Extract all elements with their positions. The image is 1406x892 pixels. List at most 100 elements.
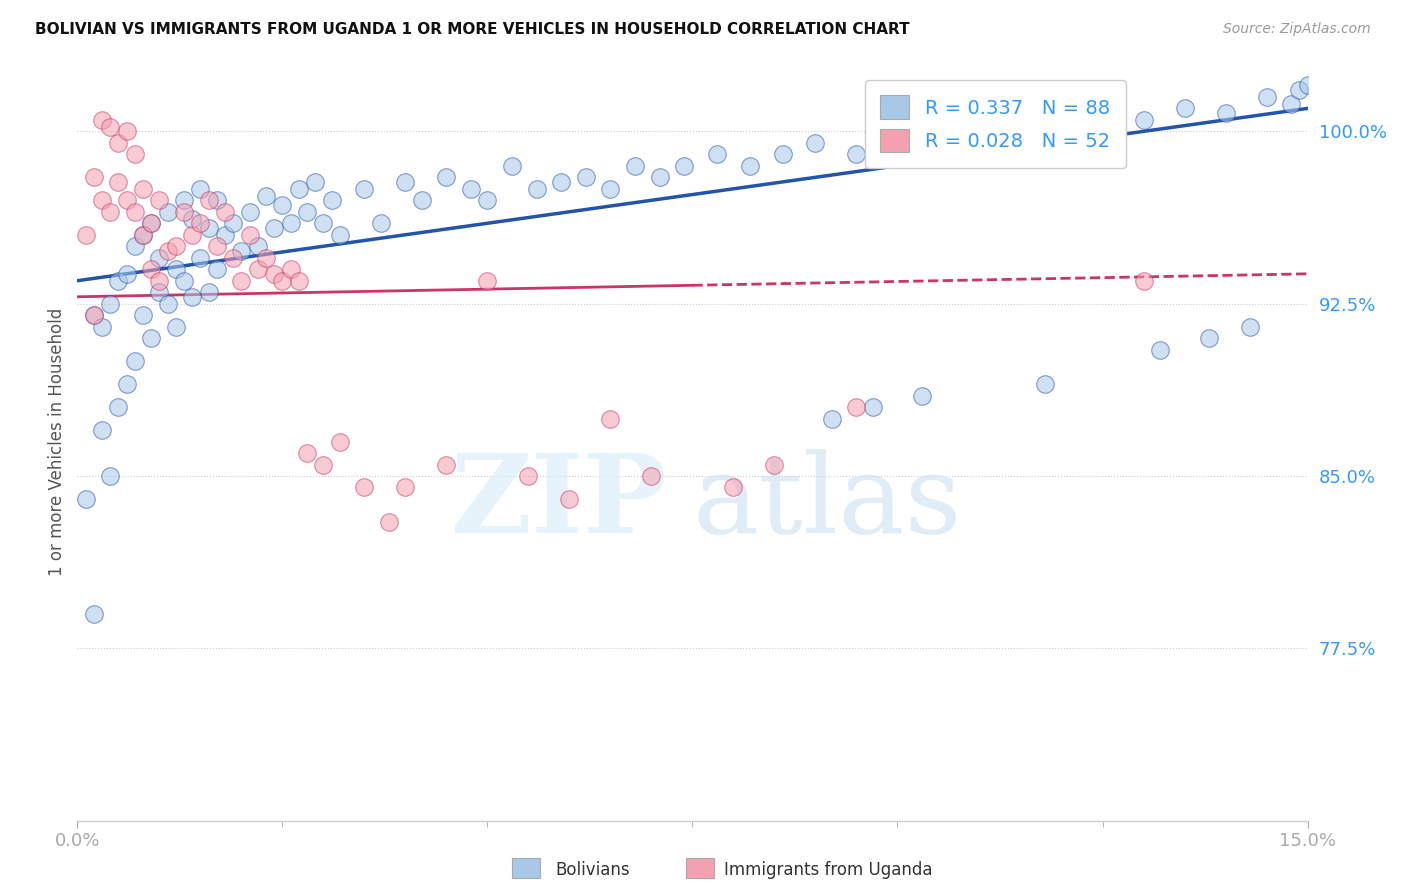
Point — [1215, 106, 1237, 120]
Point — [132, 182, 155, 196]
Legend: R = 0.337   N = 88, R = 0.028   N = 52: R = 0.337 N = 88, R = 0.028 N = 52 — [865, 79, 1126, 168]
Point — [321, 194, 343, 208]
Point — [173, 194, 195, 208]
Point — [83, 308, 105, 322]
Point — [115, 124, 138, 138]
Point — [624, 159, 647, 173]
Point — [90, 112, 114, 127]
Point — [263, 267, 285, 281]
Point — [132, 227, 155, 242]
Point — [1239, 319, 1261, 334]
Point — [188, 251, 212, 265]
Point — [1149, 343, 1171, 357]
Point — [165, 319, 187, 334]
Point — [165, 262, 187, 277]
Point — [231, 244, 253, 258]
Point — [124, 239, 146, 253]
Point — [550, 175, 572, 189]
Point — [222, 251, 245, 265]
Point — [83, 308, 105, 322]
Point — [75, 491, 97, 506]
Point — [477, 274, 499, 288]
Point — [1288, 83, 1310, 97]
Point — [1174, 102, 1197, 116]
Point — [862, 400, 884, 414]
Point — [648, 170, 671, 185]
Point — [353, 182, 375, 196]
Point — [329, 227, 352, 242]
Point — [263, 220, 285, 235]
Point — [107, 175, 129, 189]
Point — [90, 423, 114, 437]
Point — [845, 147, 868, 161]
Point — [821, 411, 844, 425]
Point — [599, 182, 621, 196]
Point — [575, 170, 598, 185]
Point — [98, 469, 121, 483]
Point — [75, 227, 97, 242]
Point — [254, 188, 277, 202]
Point — [477, 194, 499, 208]
Point — [370, 216, 392, 230]
Point — [312, 216, 335, 230]
Point — [239, 227, 262, 242]
Text: Source: ZipAtlas.com: Source: ZipAtlas.com — [1223, 22, 1371, 37]
Point — [295, 204, 318, 219]
Point — [115, 194, 138, 208]
Point — [599, 411, 621, 425]
Point — [763, 458, 786, 472]
Point — [280, 262, 302, 277]
Point — [329, 434, 352, 449]
Point — [1132, 274, 1154, 288]
Point — [214, 227, 236, 242]
Point — [517, 469, 540, 483]
Point — [738, 159, 761, 173]
Text: Immigrants from Uganda: Immigrants from Uganda — [724, 861, 932, 879]
Point — [772, 147, 794, 161]
Point — [640, 469, 662, 483]
Point — [148, 274, 170, 288]
Y-axis label: 1 or more Vehicles in Household: 1 or more Vehicles in Household — [48, 308, 66, 575]
Point — [98, 204, 121, 219]
Point — [231, 274, 253, 288]
Point — [295, 446, 318, 460]
Point — [706, 147, 728, 161]
Point — [911, 388, 934, 402]
Point — [271, 274, 294, 288]
Point — [141, 216, 163, 230]
Point — [148, 194, 170, 208]
Point — [205, 239, 228, 253]
Point — [723, 481, 745, 495]
Point — [181, 211, 204, 226]
Point — [90, 194, 114, 208]
Point — [132, 308, 155, 322]
Point — [411, 194, 433, 208]
Point — [98, 120, 121, 134]
Point — [132, 227, 155, 242]
Point — [83, 170, 105, 185]
Point — [188, 216, 212, 230]
Point — [107, 400, 129, 414]
Point — [124, 354, 146, 368]
Point — [115, 377, 138, 392]
Point — [197, 194, 219, 208]
Point — [436, 458, 458, 472]
Point — [1256, 90, 1278, 104]
Point — [197, 220, 219, 235]
Point — [148, 251, 170, 265]
Point — [845, 400, 868, 414]
Point — [673, 159, 696, 173]
Point — [181, 227, 204, 242]
Point — [148, 285, 170, 300]
Point — [501, 159, 523, 173]
Point — [1296, 78, 1319, 93]
Point — [222, 216, 245, 230]
Point — [156, 296, 179, 310]
Point — [141, 331, 163, 345]
Point — [205, 262, 228, 277]
Point — [526, 182, 548, 196]
FancyBboxPatch shape — [512, 858, 540, 878]
Point — [1279, 96, 1302, 111]
Point — [460, 182, 482, 196]
Point — [83, 607, 105, 621]
